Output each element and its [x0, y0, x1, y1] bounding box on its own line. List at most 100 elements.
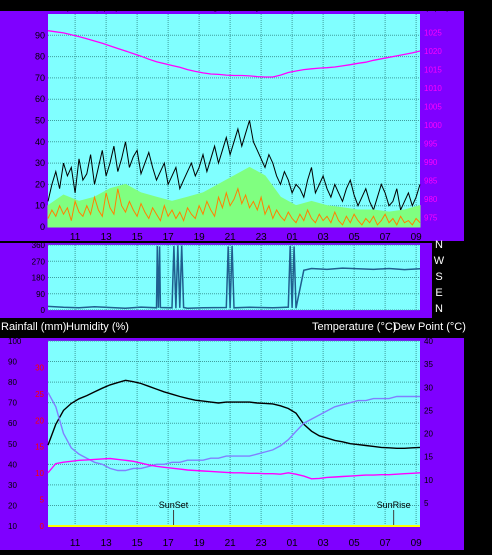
x-tick-label: 23: [256, 232, 268, 243]
rainfall-tick-label: 10: [35, 469, 44, 478]
direction-y-tick-label: 270: [32, 257, 46, 266]
rainfall-tick-labels: 0 5 10 15 20 25 30: [35, 363, 44, 531]
wind-y-tick-label: 80: [35, 52, 45, 62]
x-tick-label: 05: [349, 538, 361, 549]
wind-y-tick-labels: 0 10 20 30 40 50 60 70 80 90: [35, 30, 45, 232]
humidity-tick-label: 60: [8, 419, 17, 428]
wind-series-gust: [47, 120, 421, 212]
barometer-tick-label: 1005: [424, 103, 442, 112]
temperature-tick-label: 25: [424, 406, 433, 415]
temperature-header: Temperature (°C): [312, 321, 396, 333]
humidity-header: Humidity (%): [66, 321, 129, 333]
compass-label: N: [435, 303, 443, 315]
barometer-tick-label: 990: [424, 158, 438, 167]
wind-y-tick-label: 0: [40, 222, 45, 232]
humidity-tick-label: 100: [8, 337, 22, 346]
barometer-tick-label: 975: [424, 214, 438, 223]
wind-x-tick-labels: 11 13 15 17 19 21 23 01 03 05 07 09: [70, 232, 422, 243]
wind-series-barometer: [47, 30, 421, 78]
direction-series: [47, 245, 421, 309]
compass-label: N: [435, 239, 443, 251]
windspeed-header: Windspeed (kph): [36, 0, 119, 12]
climate-series-humidity: [47, 392, 420, 472]
x-tick-label: 19: [194, 232, 206, 243]
compass-label: S: [435, 271, 442, 283]
direction-y-tick-label: 360: [32, 241, 46, 250]
barometer-tick-label: 1010: [424, 84, 442, 93]
barometer-tick-label: 1015: [424, 66, 442, 75]
x-tick-label: 03: [318, 232, 330, 243]
x-tick-label: 09: [411, 232, 423, 243]
humidity-tick-label: 30: [8, 481, 17, 490]
rainfall-tick-label: 30: [35, 363, 44, 372]
sun-annotations: SunSet SunRise: [159, 500, 411, 526]
temperature-tick-label: 10: [424, 476, 433, 485]
climate-series-dew_point: [47, 457, 421, 480]
direction-y-tick-label: 90: [36, 290, 45, 299]
compass-label: W: [434, 255, 445, 267]
x-tick-label: 15: [132, 232, 144, 243]
humidity-tick-label: 10: [8, 522, 17, 531]
x-tick-label: 17: [163, 232, 175, 243]
x-tick-label: 09: [411, 538, 423, 549]
temperature-tick-label: 30: [424, 383, 433, 392]
x-tick-label: 15: [132, 538, 144, 549]
sun-marker-label: SunSet: [159, 500, 189, 510]
wind-y-tick-label: 30: [35, 158, 45, 168]
wind-y-tick-label: 10: [35, 201, 45, 211]
x-tick-label: 21: [225, 232, 237, 243]
x-tick-label: 11: [70, 232, 81, 243]
barometer-tick-label: 1025: [424, 29, 442, 38]
climate-series-temperature: [47, 379, 421, 449]
barometer-tick-label: 985: [424, 177, 438, 186]
wind-y-tick-label: 50: [35, 116, 45, 126]
x-tick-label: 11: [70, 538, 81, 549]
x-tick-label: 23: [256, 538, 268, 549]
x-tick-label: 03: [318, 538, 330, 549]
humidity-tick-label: 80: [8, 378, 17, 387]
humidity-tick-labels: 10 20 30 40 50 60 70 80 90 100: [8, 337, 22, 531]
x-tick-label: 01: [287, 232, 299, 243]
barometer-tick-labels: 975 980 985 990 995 1000 1005 1010 1015 1020 1025: [424, 29, 442, 223]
barometer-tick-label: 1020: [424, 47, 442, 56]
direction-y-tick-labels: 0 90 180 270 360: [32, 241, 46, 315]
barometer-tick-label: 995: [424, 140, 438, 149]
barometer-tick-label: 1000: [424, 121, 442, 130]
x-tick-label: 05: [349, 232, 361, 243]
wind-series-speed: [47, 187, 421, 226]
wind-series-average: [47, 166, 421, 228]
barometer-header: Barometer (hpa): [370, 0, 450, 12]
wind-y-tick-label: 70: [35, 73, 45, 83]
x-tick-label: 17: [163, 538, 175, 549]
climate-series: [47, 379, 421, 527]
temperature-tick-label: 20: [424, 430, 433, 439]
humidity-tick-label: 50: [8, 440, 17, 449]
humidity-tick-label: 70: [8, 399, 17, 408]
climate-plot-area: [48, 341, 420, 526]
x-tick-label: 19: [194, 538, 206, 549]
x-tick-label: 21: [225, 538, 237, 549]
x-tick-label: 01: [287, 538, 299, 549]
rainfall-tick-label: 0: [40, 522, 45, 531]
x-tick-label: 13: [101, 232, 113, 243]
climate-x-tick-labels: 11 13 15 17 19 21 23 01 03 05 07 09: [70, 538, 422, 549]
sun-marker-label: SunRise: [377, 500, 411, 510]
wind-y-tick-label: 90: [35, 30, 45, 40]
wind-series: [47, 30, 421, 228]
x-tick-label: 13: [101, 538, 113, 549]
barometer-axis-strip: [441, 11, 464, 241]
rainfall-tick-label: 25: [35, 390, 44, 399]
x-tick-label: 07: [380, 232, 392, 243]
direction-y-tick-label: 0: [41, 306, 46, 315]
wind-y-tick-label: 20: [35, 179, 45, 189]
barometer-tick-label: 980: [424, 195, 438, 204]
wind-y-tick-label: 40: [35, 137, 45, 147]
wind-y-tick-label: 60: [35, 94, 45, 104]
humidity-tick-label: 20: [8, 501, 17, 510]
graph-title: 24 hour graph day : 05 April 2019: [172, 0, 335, 12]
temperature-tick-label: 5: [424, 499, 429, 508]
